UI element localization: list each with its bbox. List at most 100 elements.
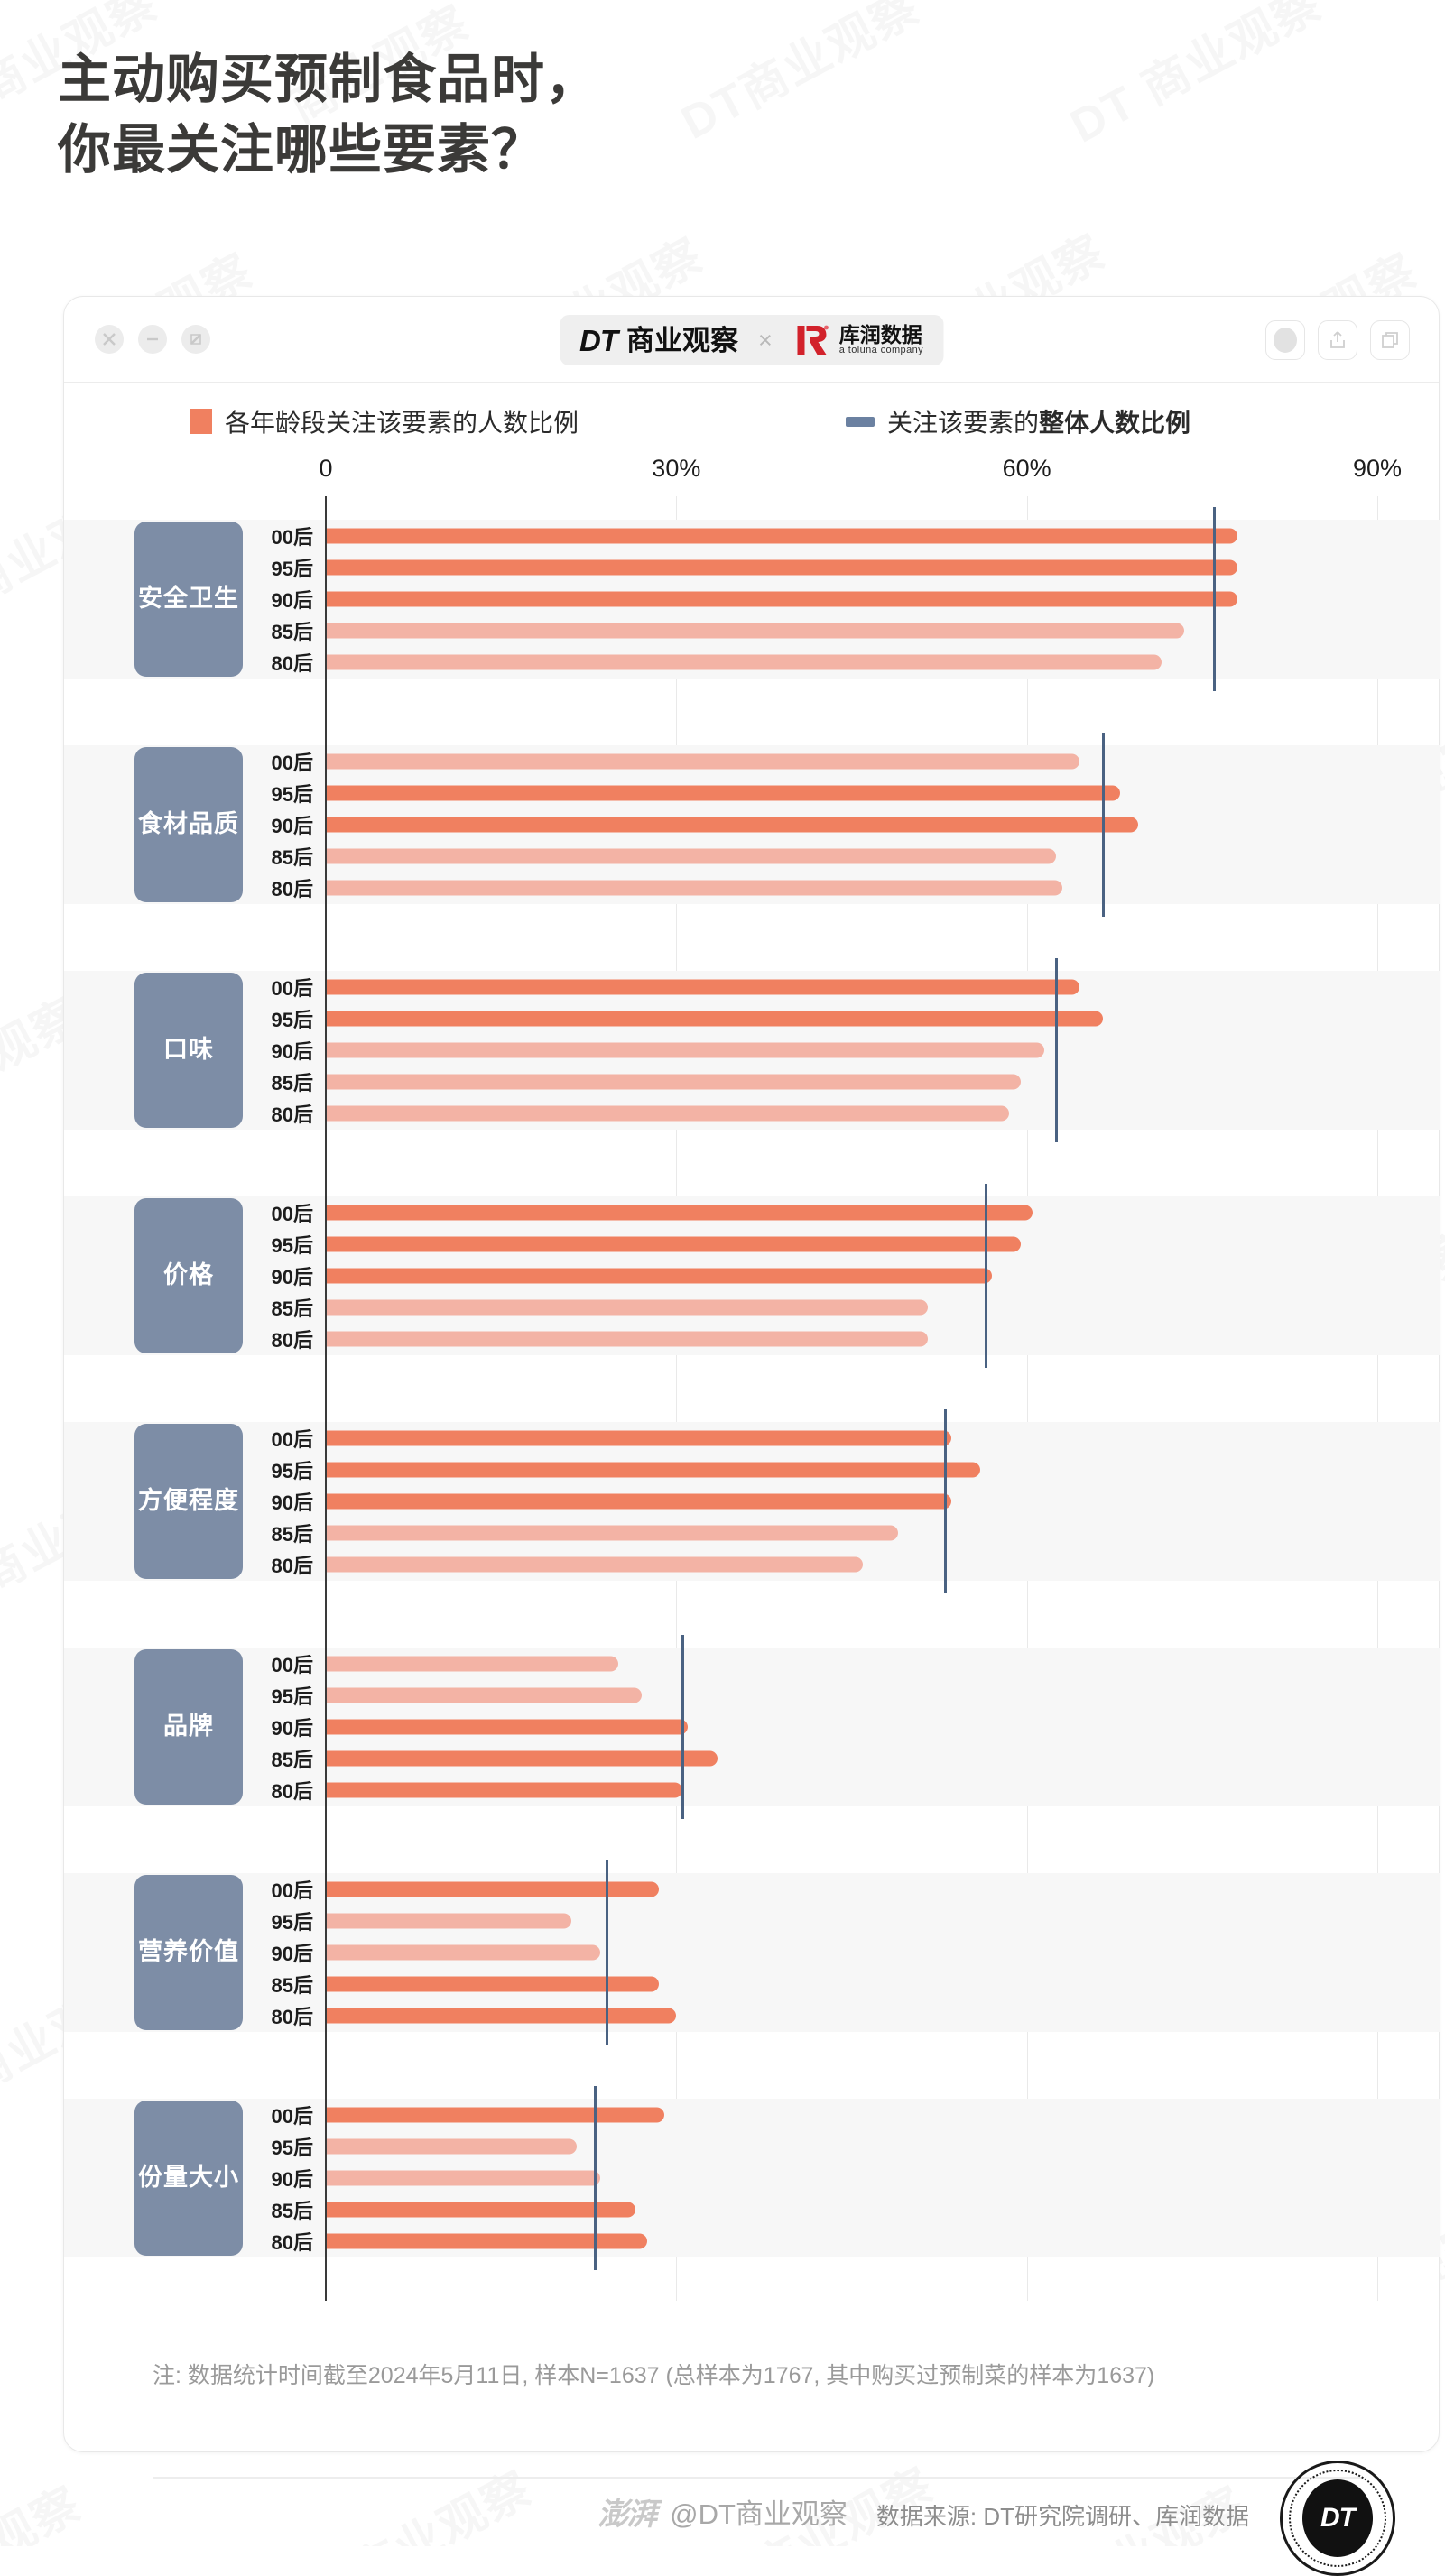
cohort-label-90后: 90后 [271, 1942, 313, 1965]
bar-品牌-85后 [326, 1750, 718, 1767]
bar-品牌-80后 [326, 1782, 682, 1798]
category-chip-品牌[interactable]: 品牌 [134, 1649, 243, 1805]
close-icon[interactable] [95, 325, 124, 354]
overall-marker-口味 [1055, 958, 1059, 1142]
chart-row: 90后 [64, 808, 1440, 840]
chart-row: 00后 [64, 2099, 1440, 2130]
bar-份量大小-95后 [326, 2138, 578, 2155]
category-chip-食材品质[interactable]: 食材品质 [134, 747, 243, 902]
category-chip-营养价值[interactable]: 营养价值 [134, 1875, 243, 2030]
kurun-name-en: a toluna company [838, 345, 924, 356]
record-icon [1274, 328, 1297, 353]
chart-row: 85后 [64, 841, 1440, 873]
x-axis-tick-60: 60% [1002, 455, 1051, 482]
cohort-label-95后: 95后 [271, 1008, 313, 1031]
bar-品牌-90后 [326, 1719, 689, 1735]
cohort-label-00后: 00后 [271, 1879, 313, 1902]
chart-row: 80后 [64, 1324, 1440, 1355]
cohort-label-80后: 80后 [271, 1103, 313, 1127]
chart-row: 80后 [64, 647, 1440, 679]
cohort-label-00后: 00后 [271, 1653, 313, 1676]
category-chip-价格[interactable]: 价格 [134, 1198, 243, 1353]
maximize-icon[interactable] [181, 325, 210, 354]
overall-marker-价格 [985, 1184, 988, 1368]
bar-方便程度-80后 [326, 1556, 864, 1573]
category-chip-口味[interactable]: 口味 [134, 973, 243, 1128]
chart-row: 85后 [64, 2194, 1440, 2226]
bar-方便程度-95后 [326, 1462, 980, 1478]
cohort-label-95后: 95后 [271, 1685, 313, 1708]
cohort-label-00后: 00后 [271, 2104, 313, 2128]
bar-食材品质-85后 [326, 848, 1057, 864]
cohort-label-80后: 80后 [271, 1329, 313, 1353]
page-title: 主动购买预制食品时， 你最关注哪些要素？ [58, 45, 1231, 186]
bar-口味-95后 [326, 1011, 1103, 1027]
cohort-label-90后: 90后 [271, 1716, 313, 1740]
bar-口味-00后 [326, 979, 1079, 995]
cohort-label-90后: 90后 [271, 814, 313, 837]
chart-row: 95后 [64, 777, 1440, 808]
chart-row: 85后 [64, 1066, 1440, 1098]
legend-item-cohort: 各年龄段关注该要素的人数比例 [190, 403, 579, 439]
share-button[interactable] [1318, 320, 1357, 360]
bar-安全卫生-95后 [326, 559, 1237, 576]
cohort-label-00后: 00后 [271, 976, 313, 1000]
bar-食材品质-80后 [326, 880, 1062, 896]
overall-marker-方便程度 [944, 1409, 948, 1593]
chart-row: 95后 [64, 1905, 1440, 1936]
window-chrome: DT 商业观察 × 库润数据 a toluna company [64, 297, 1439, 383]
chart-note: 注: 数据统计时间截至2024年5月11日, 样本N=1637 (总样本为176… [153, 2363, 1155, 2388]
account-handle: @DT商业观察 [670, 2498, 848, 2530]
bar-食材品质-95后 [326, 785, 1121, 801]
cohort-label-95后: 95后 [271, 557, 313, 580]
cohort-label-80后: 80后 [271, 1555, 313, 1578]
cohort-label-90后: 90后 [271, 588, 313, 612]
chart-row: 85后 [64, 1743, 1440, 1775]
cohort-label-00后: 00后 [271, 525, 313, 549]
copy-button[interactable] [1370, 320, 1410, 360]
bar-营养价值-00后 [326, 1881, 659, 1897]
cohort-label-80后: 80后 [271, 2006, 313, 2029]
chart-row: 80后 [64, 1098, 1440, 1130]
category-chip-方便程度[interactable]: 方便程度 [134, 1424, 243, 1579]
overall-marker-品牌 [681, 1635, 684, 1819]
overall-marker-营养价值 [605, 1860, 608, 2045]
chart-row: 90后 [64, 1936, 1440, 1968]
cohort-label-80后: 80后 [271, 652, 313, 676]
cohort-label-85后: 85后 [271, 1749, 313, 1772]
bar-价格-00后 [326, 1205, 1033, 1221]
bar-营养价值-85后 [326, 1976, 659, 1992]
chart-row: 00后 [64, 1873, 1440, 1905]
cohort-label-85后: 85后 [271, 1974, 313, 1998]
chart-legend: 各年龄段关注该要素的人数比例 关注该要素的整体人数比例 [64, 403, 1439, 439]
chart-row: 90后 [64, 1260, 1440, 1291]
chart-row: 80后 [64, 1775, 1440, 1806]
kurun-logo: 库润数据 a toluna company [792, 320, 923, 360]
chart-row: 90后 [64, 2162, 1440, 2193]
brand-bar: DT 商业观察 × 库润数据 a toluna company [559, 315, 944, 365]
window-control-dots [95, 325, 210, 354]
category-chip-安全卫生[interactable]: 安全卫生 [134, 522, 243, 677]
chart-row: 95后 [64, 551, 1440, 583]
bar-食材品质-00后 [326, 753, 1079, 770]
page-title-line1: 主动购买预制食品时， [58, 50, 600, 109]
cohort-label-00后: 00后 [271, 1427, 313, 1451]
cohort-label-85后: 85后 [271, 2200, 313, 2223]
cohort-label-85后: 85后 [271, 1072, 313, 1095]
bar-安全卫生-00后 [326, 528, 1237, 544]
x-axis-tick-30: 30% [652, 455, 701, 482]
category-chip-份量大小[interactable]: 份量大小 [134, 2101, 243, 2256]
chart-row: 00后 [64, 1648, 1440, 1679]
chart-row: 00后 [64, 745, 1440, 777]
cohort-label-80后: 80后 [271, 1780, 313, 1804]
overall-marker-安全卫生 [1212, 507, 1216, 691]
bar-营养价值-80后 [326, 2008, 677, 2024]
bar-口味-85后 [326, 1074, 1022, 1090]
record-button[interactable] [1265, 320, 1305, 360]
window-action-buttons [1265, 320, 1410, 360]
kurun-name-cn: 库润数据 [838, 323, 922, 347]
chart-area: 0 30% 60% 90% 安全卫生 00后 95后 90后 85后 80后 食材品质 00后 95后… [64, 455, 1440, 2336]
minimize-icon[interactable] [138, 325, 167, 354]
chart-row: 85后 [64, 615, 1440, 647]
chart-row: 95后 [64, 2130, 1440, 2162]
